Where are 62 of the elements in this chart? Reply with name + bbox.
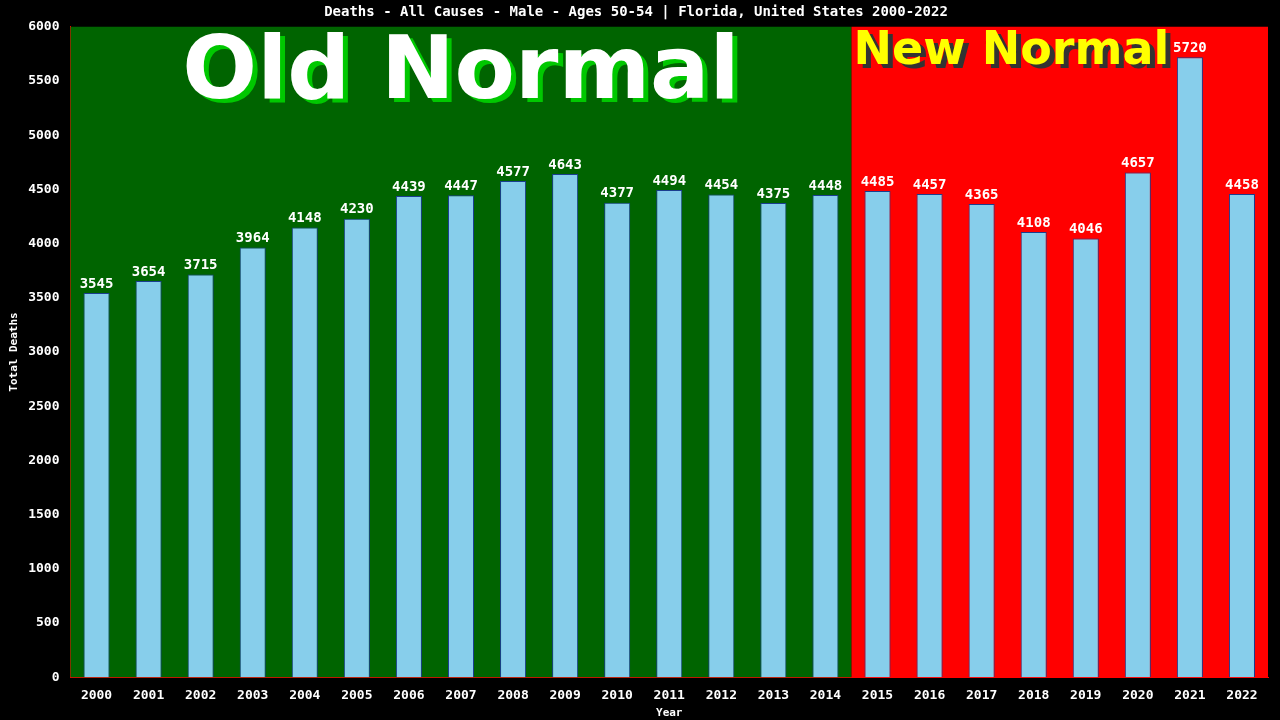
x-tick-label: 2013 [757, 687, 790, 703]
y-tick-label: 4500 [28, 180, 60, 196]
data-label: 4365 [964, 185, 999, 202]
y-tick-label: 5000 [28, 126, 60, 142]
data-label: 4148 [287, 209, 322, 226]
data-label: 4439 [392, 177, 426, 194]
x-tick-label: 2009 [549, 687, 581, 703]
data-label: 3715 [183, 256, 218, 273]
data-label: 4643 [548, 155, 582, 172]
data-label: 3654 [131, 262, 166, 279]
y-tick-label: 3000 [28, 343, 60, 359]
data-label: 4447 [444, 176, 478, 193]
y-tick-label: 1000 [28, 560, 60, 576]
x-tick-label: 2019 [1070, 687, 1102, 703]
x-tick-label: 2012 [705, 687, 737, 703]
x-tick-label: 2000 [80, 687, 113, 703]
x-tick-label: 2014 [809, 687, 842, 703]
y-tick-label: 5500 [28, 72, 60, 88]
x-tick-label: 2003 [237, 687, 269, 703]
y-tick-label: 0 [51, 668, 60, 684]
y-tick-label: 4000 [28, 234, 60, 250]
x-axis-title: Year [656, 706, 683, 720]
data-label: 5720 [1173, 38, 1207, 55]
y-tick-label: 500 [36, 614, 60, 630]
x-tick-label: 2010 [601, 687, 634, 703]
data-label: 4375 [756, 184, 791, 201]
y-tick-label: 2500 [28, 397, 60, 413]
x-tick-label: 2020 [1122, 687, 1154, 703]
data-label: 4577 [496, 162, 530, 179]
x-tick-label: 2018 [1018, 687, 1050, 703]
x-tick-label: 2002 [185, 687, 217, 703]
data-label: 4377 [600, 184, 635, 201]
data-label: 4657 [1120, 154, 1155, 171]
data-label: 4485 [860, 172, 895, 189]
data-label: 4454 [704, 176, 739, 193]
data-label: 4448 [808, 176, 843, 193]
data-label: 4046 [1068, 220, 1103, 237]
x-tick-label: 2005 [341, 687, 373, 703]
x-tick-label: 2016 [913, 687, 946, 703]
data-label: 4230 [340, 200, 374, 217]
y-tick-label: 2000 [28, 451, 60, 467]
x-tick-label: 2021 [1174, 687, 1206, 703]
y-tick-label: 3500 [28, 289, 60, 305]
x-tick-label: 2011 [653, 687, 686, 703]
data-label: 3964 [235, 229, 270, 246]
data-label: 4494 [652, 171, 687, 188]
x-tick-label: 2006 [393, 687, 425, 703]
x-tick-label: 2017 [965, 687, 998, 703]
y-axis-title: Total Deaths [7, 312, 21, 392]
data-label: 4458 [1225, 175, 1259, 192]
x-tick-label: 2001 [132, 687, 165, 703]
data-label: 4108 [1016, 213, 1051, 230]
x-tick-label: 2007 [445, 687, 477, 703]
x-tick-label: 2022 [1226, 687, 1258, 703]
x-tick-label: 2008 [497, 687, 529, 703]
x-tick-label: 2004 [289, 687, 321, 703]
data-label: 3545 [79, 274, 114, 291]
y-tick-label: 6000 [28, 18, 60, 34]
y-tick-label: 1500 [28, 505, 60, 521]
x-tick-label: 2015 [861, 687, 894, 703]
chart-title: Deaths - All Causes - Male - Ages 50-54 | Florida, United States 2000-2022 [324, 3, 948, 21]
data-label: 4457 [912, 175, 947, 192]
